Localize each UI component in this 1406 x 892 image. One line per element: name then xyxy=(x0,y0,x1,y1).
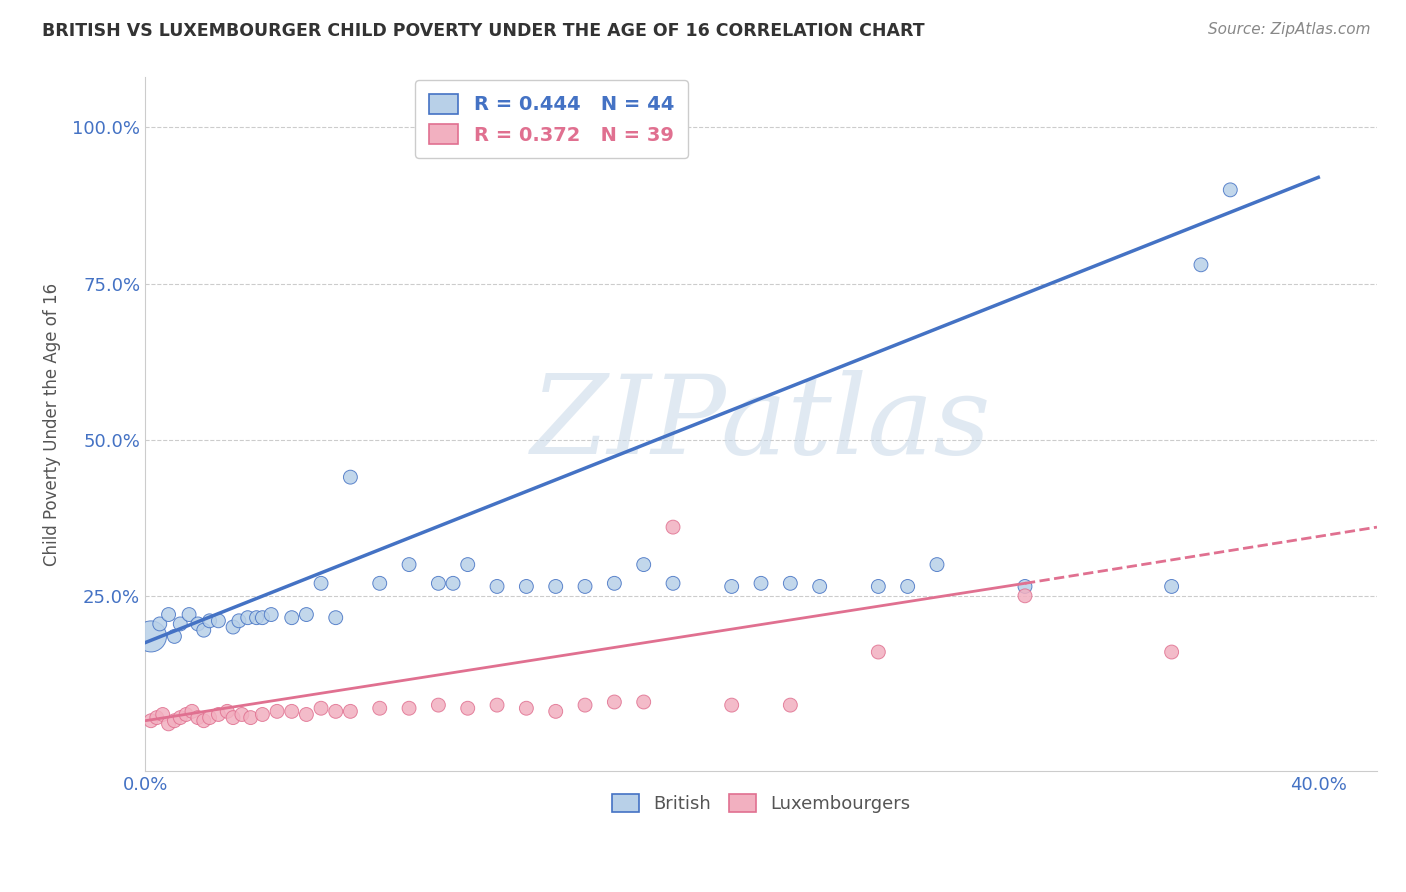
Point xyxy=(146,710,169,724)
Point xyxy=(441,576,464,591)
Point xyxy=(239,710,262,724)
Point xyxy=(925,558,948,572)
Point xyxy=(515,579,537,593)
Point xyxy=(1160,579,1182,593)
Point xyxy=(868,645,890,659)
Point xyxy=(603,576,626,591)
Point xyxy=(252,707,274,722)
Point xyxy=(187,616,209,631)
Point xyxy=(252,610,274,624)
Point xyxy=(779,698,801,712)
Point xyxy=(198,614,221,628)
Point xyxy=(544,579,567,593)
Point xyxy=(163,714,186,728)
Point xyxy=(574,579,596,593)
Point xyxy=(868,579,890,593)
Point xyxy=(157,716,180,731)
Text: BRITISH VS LUXEMBOURGER CHILD POVERTY UNDER THE AGE OF 16 CORRELATION CHART: BRITISH VS LUXEMBOURGER CHILD POVERTY UN… xyxy=(42,22,925,40)
Text: ZIPatlas: ZIPatlas xyxy=(531,370,991,478)
Point xyxy=(222,710,245,724)
Point xyxy=(1189,258,1212,272)
Point xyxy=(207,707,229,722)
Point xyxy=(325,610,347,624)
Point xyxy=(181,704,204,718)
Point xyxy=(398,558,420,572)
Point xyxy=(152,707,174,722)
Point xyxy=(427,576,450,591)
Point xyxy=(149,616,172,631)
Point xyxy=(163,629,186,643)
Point xyxy=(339,470,361,484)
Point xyxy=(309,701,332,715)
Point xyxy=(193,623,215,637)
Text: Source: ZipAtlas.com: Source: ZipAtlas.com xyxy=(1208,22,1371,37)
Point xyxy=(245,610,267,624)
Point xyxy=(295,607,318,622)
Point xyxy=(662,520,685,534)
Point xyxy=(486,698,509,712)
Point xyxy=(177,607,200,622)
Point xyxy=(193,714,215,728)
Point xyxy=(295,707,318,722)
Point xyxy=(228,614,250,628)
Point xyxy=(231,707,253,722)
Legend: British, Luxembourgers: British, Luxembourgers xyxy=(600,783,921,824)
Point xyxy=(633,695,655,709)
Point xyxy=(169,616,191,631)
Point xyxy=(720,579,742,593)
Point xyxy=(207,614,229,628)
Point xyxy=(427,698,450,712)
Point xyxy=(457,701,479,715)
Point xyxy=(398,701,420,715)
Point xyxy=(280,704,302,718)
Point xyxy=(280,610,302,624)
Point xyxy=(1014,579,1036,593)
Point xyxy=(720,698,742,712)
Point xyxy=(633,558,655,572)
Point xyxy=(515,701,537,715)
Point xyxy=(139,714,162,728)
Point xyxy=(260,607,283,622)
Point xyxy=(603,695,626,709)
Point xyxy=(187,710,209,724)
Point xyxy=(1014,589,1036,603)
Point xyxy=(368,701,391,715)
Point xyxy=(662,576,685,591)
Point xyxy=(309,576,332,591)
Point xyxy=(266,704,288,718)
Point xyxy=(749,576,772,591)
Point xyxy=(339,704,361,718)
Point xyxy=(574,698,596,712)
Point xyxy=(174,707,197,722)
Point xyxy=(457,558,479,572)
Point xyxy=(169,710,191,724)
Point xyxy=(808,579,831,593)
Point xyxy=(222,620,245,634)
Point xyxy=(779,576,801,591)
Point xyxy=(1219,183,1241,197)
Point xyxy=(236,610,259,624)
Y-axis label: Child Poverty Under the Age of 16: Child Poverty Under the Age of 16 xyxy=(44,283,60,566)
Point xyxy=(139,629,162,643)
Point xyxy=(325,704,347,718)
Point xyxy=(1160,645,1182,659)
Point xyxy=(217,704,239,718)
Point xyxy=(486,579,509,593)
Point xyxy=(544,704,567,718)
Point xyxy=(198,710,221,724)
Point xyxy=(368,576,391,591)
Point xyxy=(157,607,180,622)
Point xyxy=(897,579,920,593)
